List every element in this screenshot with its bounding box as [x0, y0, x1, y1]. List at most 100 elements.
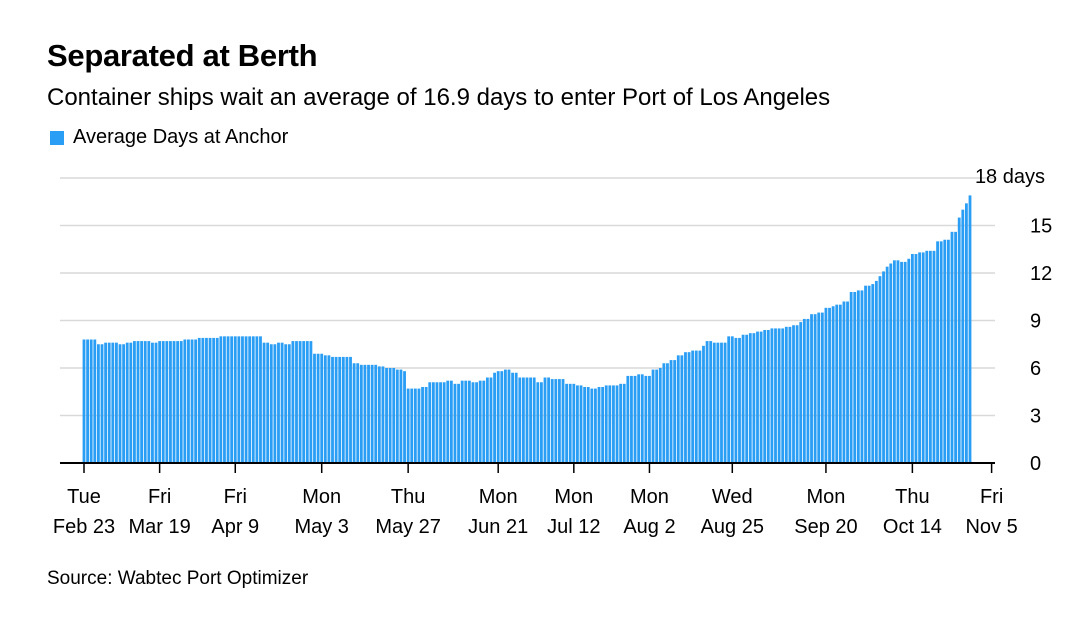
bar — [406, 388, 410, 463]
bar — [673, 360, 677, 463]
bar — [244, 336, 248, 463]
bar — [914, 254, 918, 463]
bar — [583, 387, 587, 463]
bar — [784, 326, 788, 463]
bar — [460, 380, 464, 463]
bar — [161, 341, 165, 463]
bar — [323, 355, 327, 463]
bar — [237, 336, 241, 463]
bar — [403, 371, 406, 463]
bar — [950, 231, 954, 463]
bar — [637, 374, 641, 463]
bar — [720, 342, 723, 463]
bar — [143, 341, 147, 463]
bar — [140, 341, 144, 463]
bar — [212, 337, 216, 463]
bar — [493, 372, 496, 463]
bar — [622, 383, 626, 463]
bar — [467, 380, 471, 463]
bar — [572, 383, 576, 463]
bar — [298, 341, 302, 463]
bar — [431, 382, 435, 463]
bar — [871, 284, 875, 463]
bar — [104, 342, 108, 463]
bar — [946, 239, 950, 463]
bar — [183, 339, 187, 463]
bar — [756, 331, 759, 463]
bar — [702, 345, 705, 463]
bar — [680, 355, 684, 463]
bar — [802, 318, 806, 463]
bar — [169, 341, 172, 463]
bar — [918, 252, 921, 463]
bar — [269, 344, 273, 463]
bar — [565, 383, 569, 463]
legend-label: Average Days at Anchor — [73, 126, 289, 148]
bar — [158, 341, 162, 463]
bar — [392, 368, 396, 463]
bar — [889, 263, 893, 463]
bar — [118, 344, 122, 463]
bar — [172, 341, 176, 463]
bar — [439, 382, 442, 463]
bar — [932, 250, 936, 463]
bar — [475, 382, 478, 463]
bar — [478, 380, 482, 463]
x-tick-label-date: Jun 21 — [468, 516, 528, 538]
bar — [579, 385, 583, 463]
bar — [853, 292, 857, 463]
bar — [179, 341, 183, 463]
bar — [651, 369, 655, 463]
bar — [766, 330, 770, 463]
x-tick-label-day: Mon — [554, 486, 593, 508]
x-tick-label-day: Thu — [391, 486, 425, 508]
bar — [594, 388, 597, 463]
bar — [856, 290, 860, 463]
bar — [532, 377, 536, 463]
bar — [86, 339, 90, 463]
bar — [489, 377, 493, 463]
bar — [810, 314, 813, 463]
bar — [878, 276, 882, 463]
bar — [111, 342, 115, 463]
bar — [219, 336, 223, 463]
bar — [381, 366, 385, 463]
bar — [395, 369, 399, 463]
bar — [828, 307, 831, 463]
bar — [964, 203, 968, 464]
bar — [107, 342, 111, 463]
bar — [503, 369, 507, 463]
bar — [399, 369, 403, 463]
x-tick-label-date: Aug 25 — [701, 516, 764, 538]
bar — [626, 375, 630, 463]
bar — [165, 341, 169, 463]
y-tick-label: 0 — [1030, 453, 1041, 475]
bar — [529, 377, 533, 463]
bar — [712, 342, 716, 463]
bar — [759, 331, 763, 463]
bar — [424, 387, 428, 463]
bar — [338, 356, 342, 463]
bar — [514, 372, 518, 463]
bar — [302, 341, 306, 463]
bar — [874, 280, 878, 463]
bar — [136, 341, 140, 463]
bar — [291, 341, 295, 463]
x-tick-label-date: May 3 — [294, 516, 348, 538]
bar — [385, 368, 388, 463]
x-tick-label-day: Mon — [302, 486, 341, 508]
bar — [129, 342, 133, 463]
x-tick-label-date: Feb 23 — [53, 516, 115, 538]
bar — [576, 385, 579, 463]
bar — [100, 344, 104, 463]
x-tick-label-date: May 27 — [375, 516, 441, 538]
bar — [496, 371, 500, 463]
x-tick-label-date: Oct 14 — [883, 516, 942, 538]
bar — [464, 380, 468, 463]
x-tick-label-date: Jul 12 — [547, 516, 600, 538]
y-tick-label: 12 — [1030, 263, 1052, 285]
x-axis — [60, 462, 995, 473]
bar — [521, 377, 525, 463]
bar — [316, 353, 320, 463]
